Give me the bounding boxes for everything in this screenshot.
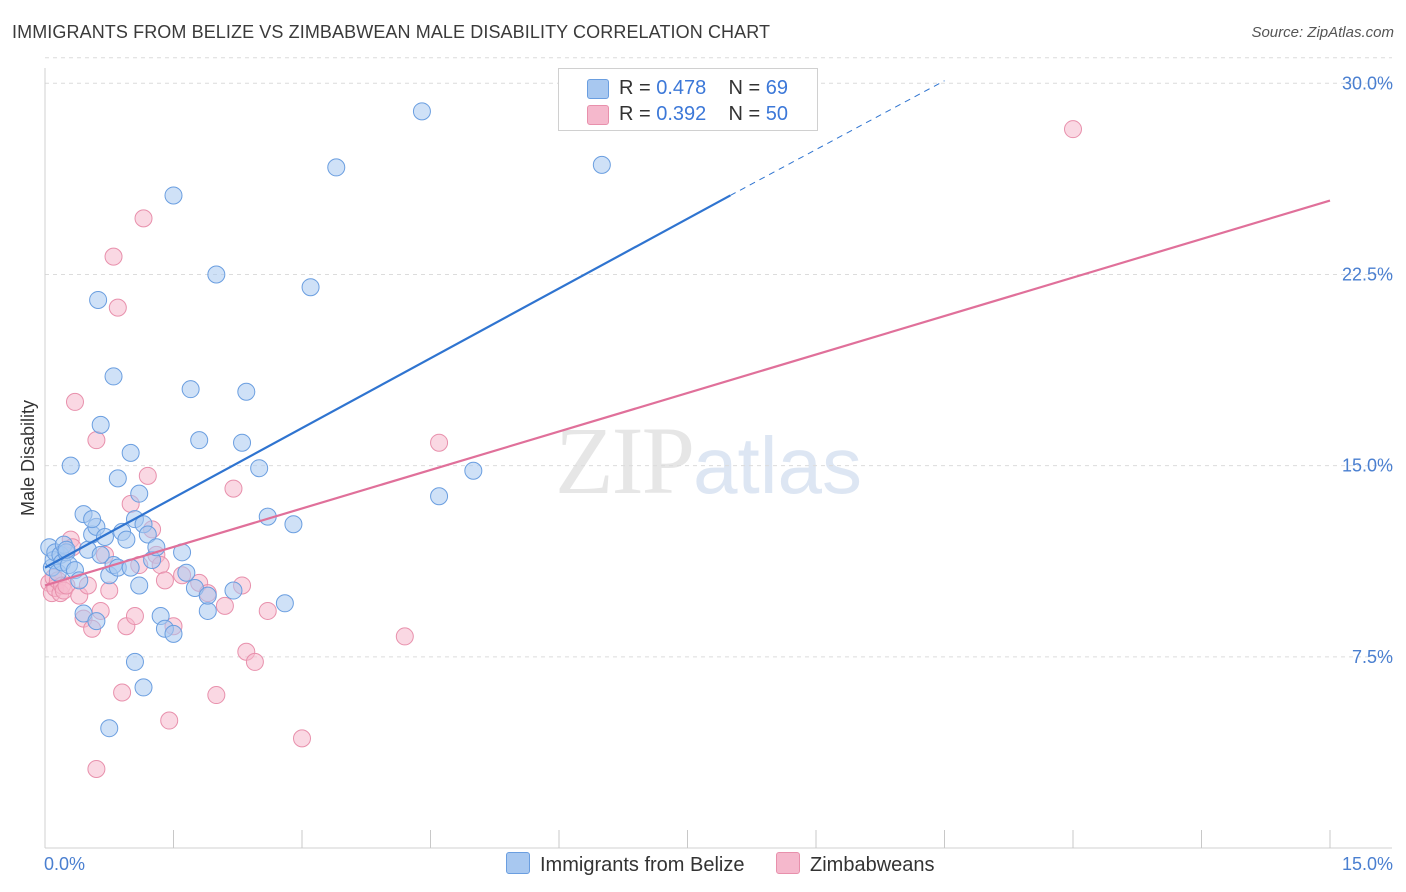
zimbabweans-point	[245, 652, 264, 671]
legend-n-belize: 69	[765, 77, 789, 99]
legend-n-zimbabweans: 50	[765, 103, 789, 125]
belize-point	[190, 431, 209, 450]
zimbabweans-trend-line	[44, 199, 1331, 587]
watermark: ZIPatlas	[555, 405, 862, 516]
belize-point	[233, 433, 252, 452]
zimbabweans-legend-label: Zimbabweans	[810, 854, 935, 876]
zimbabweans-point	[100, 581, 119, 600]
zimbabweans-point	[65, 392, 84, 411]
belize-point	[138, 525, 157, 544]
legend-r-zimbabweans: 0.392	[656, 103, 707, 125]
belize-point	[275, 594, 294, 613]
zimbabweans-point	[293, 729, 311, 748]
y-tick-label: 30.0%	[1342, 73, 1393, 93]
zimbabweans-point	[160, 711, 179, 730]
belize-point	[108, 469, 127, 488]
belize-point	[177, 563, 196, 582]
y-tick-label: 7.5%	[1352, 647, 1393, 667]
zimbabweans-point	[134, 209, 153, 228]
zimbabweans-point	[207, 686, 226, 705]
belize-point	[125, 652, 144, 671]
source-label: Source: ZipAtlas.com	[1251, 24, 1394, 41]
zimbabweans-point	[215, 596, 234, 615]
belize-point	[412, 102, 431, 121]
bottom-legend-zimbabweans: Zimbabweans	[776, 852, 935, 877]
belize-point	[117, 530, 136, 549]
zimbabweans-point	[430, 433, 449, 452]
belize-point	[198, 586, 217, 605]
watermark-atlas: atlas	[693, 421, 862, 510]
bottom-legend-belize: Immigrants from Belize	[506, 852, 745, 877]
legend-r-label: R =	[619, 77, 651, 99]
belize-point	[130, 484, 149, 503]
zimbabweans-point	[395, 627, 414, 646]
belize-point	[207, 265, 226, 284]
zimbabweans-point	[104, 247, 123, 266]
belize-point	[237, 382, 256, 401]
belize-point	[301, 278, 320, 297]
zimbabweans-point	[224, 479, 243, 498]
zimbabweans-points	[40, 120, 1082, 778]
belize-legend-label: Immigrants from Belize	[540, 854, 745, 876]
tick-labels: 7.5% 15.0% 22.5% 30.0% 0.0% 15.0% Male Disabil…	[18, 73, 1393, 874]
legend-r-belize: 0.478	[656, 77, 707, 99]
grid-lines	[45, 57, 1392, 658]
belize-point	[164, 624, 183, 643]
zimbabweans-point	[138, 466, 157, 485]
zimbabweans-point	[125, 607, 144, 626]
zimbabweans-point	[258, 601, 277, 620]
belize-point	[91, 545, 110, 564]
belize-point	[198, 601, 217, 620]
belize-point	[250, 459, 269, 478]
belize-point	[89, 290, 108, 309]
trend-lines	[44, 80, 1331, 587]
belize-point	[134, 678, 153, 697]
belize-point	[61, 456, 80, 475]
zimbabweans-swatch	[587, 105, 609, 125]
belize-point	[130, 576, 149, 595]
belize-trend-line	[44, 194, 731, 569]
zimbabweans-point	[87, 759, 106, 778]
belize-points	[40, 102, 611, 738]
belize-point	[181, 380, 200, 399]
y-tick-label: 15.0%	[1342, 456, 1393, 476]
belize-point	[284, 515, 303, 534]
belize-point	[87, 612, 106, 631]
zimbabweans-point	[113, 683, 132, 702]
legend-n-label: N =	[728, 103, 761, 125]
zimbabweans-point	[108, 298, 127, 317]
axes	[44, 68, 1392, 849]
belize-point	[83, 510, 102, 529]
zimbabweans-point	[87, 431, 106, 450]
belize-point	[224, 581, 243, 600]
legend-r-label: R =	[619, 103, 651, 125]
belize-trend-extension	[730, 80, 945, 196]
belize-point	[91, 415, 110, 434]
belize-point	[592, 155, 611, 174]
zimbabweans-legend-swatch	[776, 852, 800, 874]
belize-point	[121, 443, 140, 462]
belize-legend-swatch	[506, 852, 530, 874]
chart-title: IMMIGRANTS FROM BELIZE VS ZIMBABWEAN MAL…	[12, 22, 771, 42]
belize-point	[327, 158, 346, 177]
legend-n-label: N =	[728, 77, 761, 99]
zimbabweans-point	[155, 571, 174, 590]
x-tick-label-max: 15.0%	[1342, 854, 1393, 874]
x-tick-label-min: 0.0%	[44, 854, 85, 874]
belize-point	[164, 186, 183, 205]
belize-point	[100, 719, 119, 738]
belize-point	[104, 367, 123, 386]
y-tick-label: 22.5%	[1342, 264, 1393, 284]
correlation-legend: R = 0.478 N = 69 R = 0.392 N = 50	[558, 68, 818, 131]
zimbabweans-point	[1064, 120, 1082, 139]
belize-point	[430, 487, 449, 506]
y-axis-title: Male Disability	[18, 400, 38, 516]
belize-point	[464, 461, 483, 480]
belize-swatch	[587, 79, 609, 99]
